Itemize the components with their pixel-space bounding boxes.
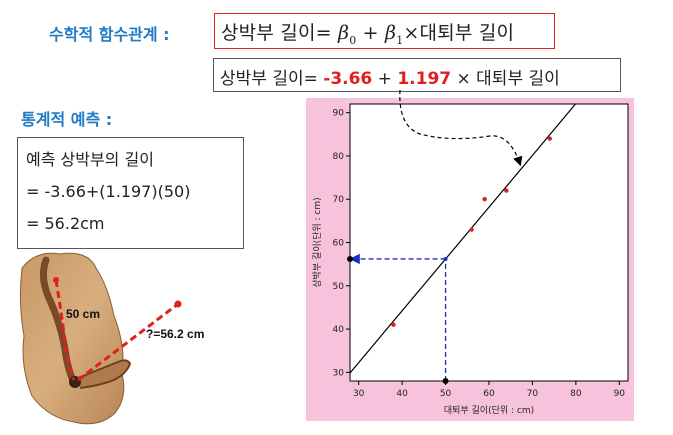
y-tick-label: 70 bbox=[333, 195, 345, 205]
beta1-subscript: 1 bbox=[396, 33, 404, 47]
scatter-plot: 30 40 50 60 70 80 90 30 40 50 60 70 80 90 대퇴부 길이(단위 : … bbox=[312, 103, 629, 416]
plot-area bbox=[349, 103, 629, 382]
callout-arrow bbox=[399, 89, 523, 167]
formula-equals: = bbox=[315, 22, 332, 44]
data-point bbox=[469, 227, 474, 232]
estimate-times: × bbox=[456, 69, 471, 89]
prediction-line-1: 예측 상박부의 길이 bbox=[26, 150, 154, 169]
data-point bbox=[504, 188, 509, 193]
x-tick-label: 30 bbox=[353, 389, 365, 399]
estimate-intercept: -3.66 bbox=[323, 69, 373, 89]
beta1-symbol: β bbox=[385, 22, 397, 44]
y-tick-label: 80 bbox=[333, 152, 345, 162]
formula-times: × bbox=[403, 22, 420, 44]
data-point bbox=[547, 136, 553, 141]
x-tick-label: 60 bbox=[483, 389, 495, 399]
prediction-line-2: = -3.66+(1.197)(50) bbox=[26, 182, 191, 201]
femur-measure-line bbox=[54, 279, 76, 381]
beta0-subscript: 0 bbox=[349, 33, 357, 47]
functional-relation-heading: 수학적 함수관계 : bbox=[49, 25, 170, 44]
fossil-bone-illustration: 50 cm ?=56.2 cm bbox=[19, 252, 204, 425]
femur-end-dot bbox=[53, 277, 59, 283]
prediction-calculation: 예측 상박부의 길이 = -3.66+(1.197)(50) = 56.2cm bbox=[17, 137, 244, 249]
humerus-measure-line bbox=[77, 302, 179, 382]
y-tick-label: 50 bbox=[333, 282, 345, 292]
prediction-y-marker bbox=[347, 255, 353, 262]
humerus-bone bbox=[77, 359, 132, 389]
plot-layer: 30 40 50 60 70 80 90 30 40 50 60 70 80 90 대퇴부 길이(단위 : … bbox=[312, 103, 629, 416]
x-tick-label: 80 bbox=[570, 389, 582, 399]
estimate-slope: 1.197 bbox=[397, 69, 452, 89]
estimated-equation: 상박부 길이= -3.66 + 1.197 × 대퇴부 길이 bbox=[213, 58, 621, 92]
x-axis-label: 대퇴부 길이(단위 : cm) bbox=[444, 405, 534, 416]
y-tick-label: 40 bbox=[333, 325, 345, 335]
y-axis-label: 상박부 길이(단위 : cm) bbox=[312, 197, 323, 287]
x-tick-label: 40 bbox=[396, 389, 408, 399]
beta0-symbol: β bbox=[338, 22, 350, 44]
formula-plus: + bbox=[362, 22, 379, 44]
y-tick-label: 90 bbox=[333, 109, 345, 119]
estimate-lhs: 상박부 길이= bbox=[220, 69, 318, 89]
y-tick-label: 30 bbox=[333, 368, 345, 378]
formula-lhs: 상박부 길이 bbox=[221, 22, 316, 44]
statistical-prediction-heading: 통계적 예측 : bbox=[21, 110, 113, 129]
humerus-end-dot bbox=[174, 300, 182, 308]
formula-rhs: 대퇴부 길이 bbox=[419, 22, 515, 44]
prediction-line-3: = 56.2cm bbox=[26, 214, 105, 233]
humerus-length-label: ?=56.2 cm bbox=[146, 327, 204, 341]
y-tick-label: 60 bbox=[333, 239, 345, 249]
data-point bbox=[482, 197, 487, 202]
femur-length-label: 50 cm bbox=[66, 307, 100, 321]
x-tick-label: 90 bbox=[614, 389, 626, 399]
x-tick-label: 70 bbox=[527, 389, 539, 399]
regression-model-formula: 상박부 길이= β0 + β1×대퇴부 길이 bbox=[214, 13, 555, 49]
prediction-x-marker bbox=[442, 378, 449, 384]
prediction-point bbox=[443, 256, 448, 261]
rock-slab bbox=[19, 252, 125, 425]
data-point bbox=[391, 322, 396, 327]
estimate-plus: + bbox=[377, 69, 392, 89]
regression-line bbox=[349, 103, 576, 374]
x-tick-label: 50 bbox=[440, 389, 452, 399]
estimate-rhs: 대퇴부 길이 bbox=[476, 69, 560, 89]
